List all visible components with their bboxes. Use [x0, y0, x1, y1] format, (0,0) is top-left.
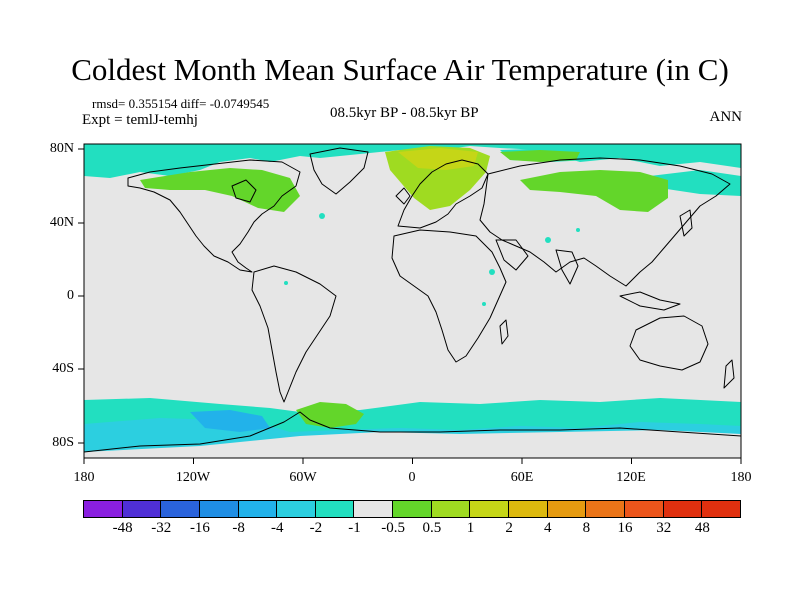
- legend-swatch: [83, 500, 123, 518]
- legend-label: -8: [232, 520, 245, 536]
- legend-label: -32: [151, 520, 172, 536]
- ross-sea-cool-core: [190, 410, 270, 432]
- coastline-antarctica: [84, 411, 741, 453]
- stats-label: rmsd= 0.355154 diff= -0.0749545: [92, 96, 270, 111]
- lon-tick-label: 0: [408, 470, 416, 485]
- legend-swatch: [585, 500, 625, 518]
- anomaly-speck: [576, 228, 580, 232]
- lat-tick-label: 80S: [52, 435, 74, 450]
- lon-tick-label: 120W: [175, 470, 211, 485]
- antarctic-interior: [84, 430, 741, 458]
- coastline-south-america: [251, 265, 337, 403]
- legend-swatch: [430, 500, 471, 518]
- siberia-warm-patch: [520, 170, 668, 212]
- lat-tick-label: 40S: [52, 361, 74, 376]
- lat-tick-label: 40N: [49, 215, 74, 230]
- lon-tick-label: 180: [73, 470, 95, 485]
- legend-swatch: [623, 500, 664, 518]
- coastline-australia: [629, 315, 709, 371]
- lon-tick-label: 120E: [616, 470, 646, 485]
- legend-swatch: [121, 500, 162, 518]
- legend-label: 1: [466, 520, 475, 536]
- coastline-new-zealand: [723, 359, 735, 389]
- lon-tick-label: 180: [730, 470, 752, 485]
- experiment-label: Expt = temlJ-temhj: [82, 112, 198, 128]
- legend-label: -0.5: [381, 520, 406, 536]
- north-america-warm-patch: [140, 168, 300, 212]
- coastline-madagascar: [499, 319, 509, 345]
- legend-swatch: [469, 500, 510, 518]
- legend-label: 32: [656, 520, 672, 536]
- anomaly-speck: [482, 302, 486, 306]
- siberia-warm-patch: [500, 150, 580, 162]
- coastline-hudson-bay: [231, 179, 257, 203]
- anomaly-speck: [545, 237, 551, 243]
- legend-swatch: [392, 500, 432, 518]
- chart-title: Coldest Month Mean Surface Air Temperatu…: [71, 52, 729, 87]
- coastline-africa: [391, 229, 507, 363]
- legend-swatch: [237, 500, 278, 518]
- anomaly-speck: [284, 281, 288, 285]
- lon-tick-label: 60W: [289, 470, 317, 485]
- legend-swatch: [160, 500, 200, 518]
- arctic-cool-band: [650, 170, 741, 196]
- legend-swatch: [314, 500, 355, 518]
- color-legend: [83, 500, 741, 518]
- coastline-india: [555, 249, 579, 285]
- legend-swatch: [701, 500, 741, 518]
- coastline-north-america: [127, 159, 301, 273]
- coastline-british-isles: [395, 187, 411, 205]
- lat-tick-label: 0: [67, 288, 74, 303]
- coastline-japan: [679, 209, 693, 237]
- coastline-arabia: [495, 239, 529, 271]
- legend-label: -16: [189, 520, 210, 536]
- barents-warm-core: [398, 148, 478, 170]
- coastline-indonesia: [619, 291, 681, 311]
- legend-label: 16: [617, 520, 633, 536]
- coastline-asia: [479, 157, 731, 287]
- legend-label: -4: [270, 520, 284, 536]
- legend-swatch: [546, 500, 587, 518]
- legend-swatch: [662, 500, 703, 518]
- legend-swatch: [198, 500, 239, 518]
- lat-tick-label: 80N: [49, 141, 74, 156]
- coastline-greenland: [309, 147, 369, 195]
- legend-swatch: [508, 500, 548, 518]
- legend-label: 8: [582, 520, 591, 536]
- season-label: ANN: [709, 109, 743, 125]
- legend-swatch: [276, 500, 316, 518]
- anomaly-speck: [489, 269, 495, 275]
- legend-label: -1: [348, 520, 361, 536]
- legend-label: 2: [505, 520, 513, 536]
- legend-label: -48: [112, 520, 133, 536]
- legend-label: 0.5: [422, 520, 442, 536]
- legend-label: 48: [694, 520, 710, 536]
- center-label: 08.5kyr BP - 08.5kyr BP: [330, 105, 479, 121]
- legend-swatch: [353, 500, 394, 518]
- lon-tick-label: 60E: [510, 470, 534, 485]
- legend-label: -2: [309, 520, 323, 536]
- legend-label: 4: [544, 520, 552, 536]
- anomaly-speck: [319, 213, 325, 219]
- coastline-europe: [397, 159, 489, 229]
